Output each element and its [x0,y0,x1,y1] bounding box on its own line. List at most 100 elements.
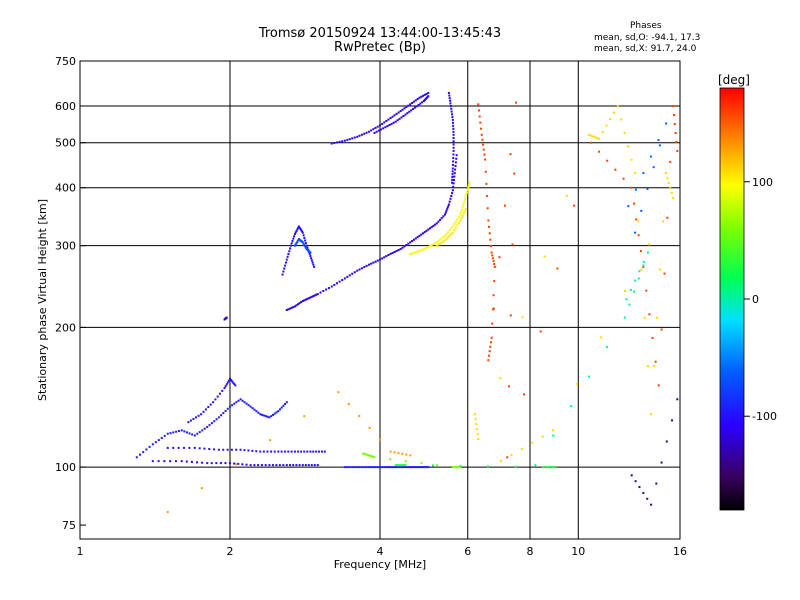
data-point [260,464,263,467]
x-tick-label: 16 [673,545,687,558]
data-point [401,108,404,111]
data-point [215,418,218,421]
data-point [646,251,649,254]
data-point [598,150,601,153]
data-point [427,246,430,249]
data-point [187,421,190,424]
data-point [404,460,407,463]
data-point [239,448,242,451]
data-point [468,181,471,184]
data-point [456,224,459,227]
data-point [412,100,415,103]
data-point [370,262,373,265]
data-point [542,466,545,469]
data-point [389,450,392,453]
data-point [284,264,287,267]
data-point [451,170,454,173]
data-point [398,464,401,467]
data-point [293,235,296,238]
data-point [427,228,430,231]
data-point [310,259,313,262]
data-point [453,466,456,469]
data-point [360,267,363,270]
data-point [411,101,414,104]
data-point [463,210,466,213]
data-point [293,305,296,308]
data-point [297,303,300,306]
data-point [399,248,402,251]
data-point [302,242,305,245]
data-point [630,474,633,477]
data-point [654,360,657,363]
data-point [662,220,665,223]
data-point [450,194,453,197]
data-point [401,466,404,469]
data-point [539,330,542,333]
data-point [183,430,186,433]
data-point [208,448,211,451]
data-point [253,408,256,411]
data-point [333,283,336,286]
data-point [451,189,454,192]
data-point [547,466,550,469]
data-point [451,181,454,184]
data-point [435,222,438,225]
data-point [363,452,366,455]
data-point [335,141,338,144]
grid-lines [80,61,680,539]
data-point [306,297,309,300]
data-point [264,464,267,467]
data-point [650,503,653,506]
data-point [430,244,433,247]
data-point [362,452,365,455]
data-point [493,265,496,268]
data-point [484,158,487,161]
data-point [277,410,280,413]
data-point [292,464,295,467]
data-point [428,227,431,230]
data-point [670,192,673,195]
data-point [449,197,452,200]
data-point [449,104,452,107]
data-point [387,466,390,469]
data-point [300,450,303,453]
data-point [219,462,222,465]
data-point [665,172,668,175]
data-point [416,98,419,101]
y-tick-label: 400 [55,182,76,195]
data-point [570,405,573,408]
data-point [448,200,451,203]
data-point [521,316,524,319]
data-point [477,437,480,440]
data-point [453,172,456,175]
data-point [451,167,454,170]
data-point [648,313,651,316]
data-point [394,464,397,467]
data-point [264,415,267,418]
data-point [373,131,376,134]
data-point [284,402,287,405]
data-point [222,412,225,415]
data-point [660,328,663,331]
data-point [302,234,305,237]
data-point [648,243,651,246]
data-point [255,450,258,453]
data-point [237,399,240,402]
data-point [640,209,643,212]
data-point [231,404,234,407]
data-point [412,108,415,111]
data-point [412,251,415,254]
data-point [374,260,377,263]
data-point [335,282,338,285]
data-point [245,463,248,466]
data-point [217,416,220,419]
data-point [612,111,615,114]
data-point [511,243,514,246]
data-point [625,298,628,301]
data-point [224,385,227,388]
data-point [282,270,285,273]
data-point [372,455,375,458]
data-point [299,227,302,230]
data-point [391,466,394,469]
data-point [148,445,151,448]
